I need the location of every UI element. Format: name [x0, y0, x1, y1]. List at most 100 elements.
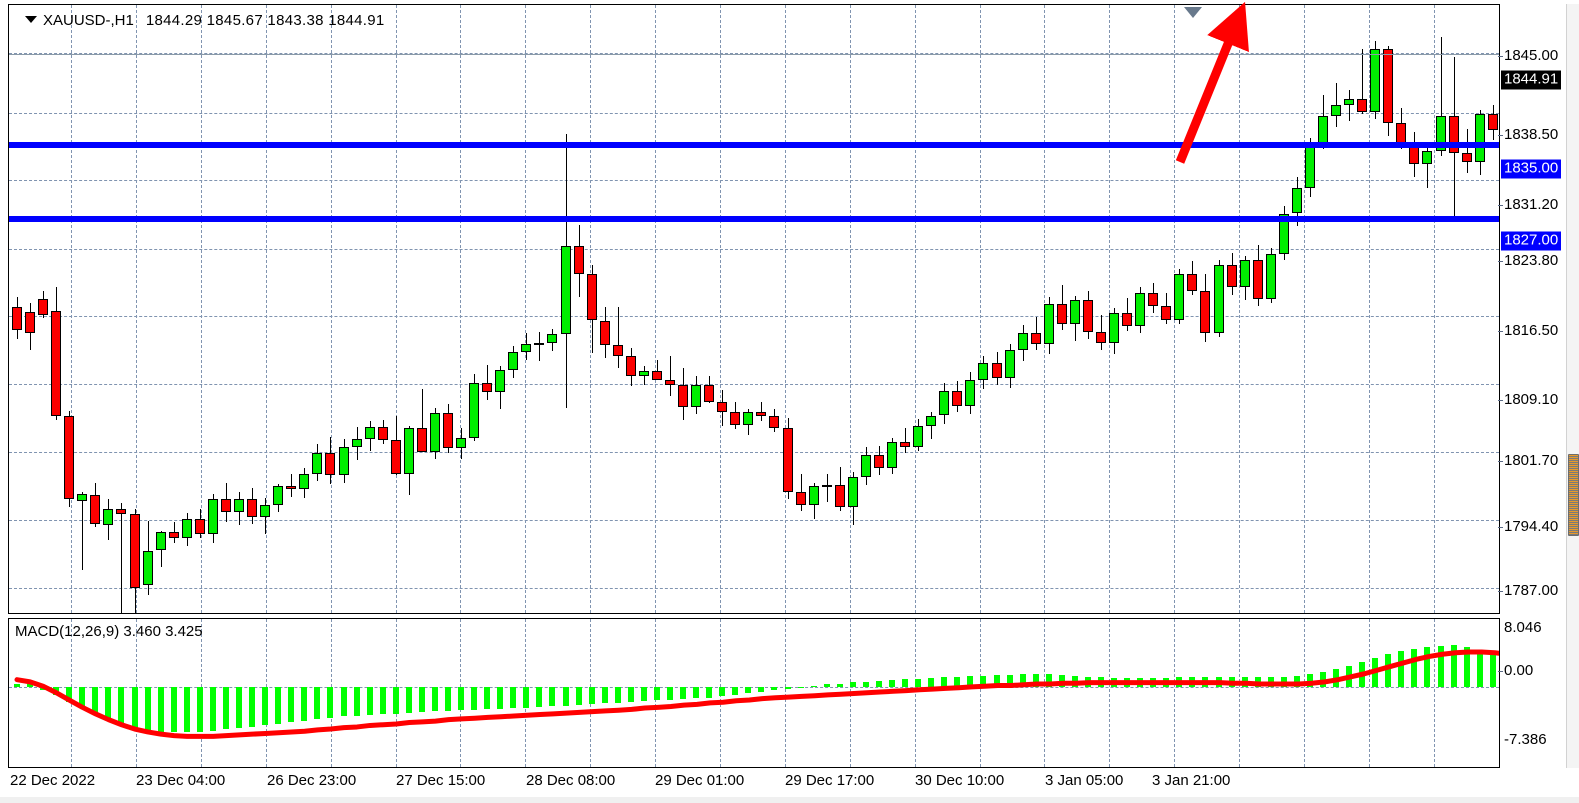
candle-body-bearish	[12, 306, 22, 330]
macd-histogram-bar	[862, 681, 869, 688]
macd-histogram-bar	[588, 687, 595, 705]
triangle-down-icon[interactable]	[25, 16, 37, 23]
macd-histogram-bar	[549, 687, 556, 707]
candle-body-bearish	[782, 428, 793, 493]
price-axis-label: 1787.00	[1497, 582, 1559, 599]
time-axis-label: 3 Jan 05:00	[1045, 772, 1124, 789]
macd-histogram-bar	[1437, 646, 1444, 688]
macd-histogram-bar	[157, 687, 164, 732]
support-resistance-line[interactable]	[9, 216, 1499, 223]
price-plot-area[interactable]	[9, 5, 1499, 613]
macd-histogram-bar	[875, 680, 882, 688]
support-resistance-line[interactable]	[9, 142, 1499, 149]
candle-body-bullish	[521, 344, 532, 352]
macd-histogram-bar	[366, 687, 373, 715]
candle-body-bullish	[1239, 259, 1250, 288]
candle-body-bearish	[1187, 274, 1198, 291]
macd-plot-area[interactable]	[9, 619, 1499, 767]
time-axis-label: 28 Dec 08:00	[526, 772, 616, 789]
candle-body-bullish	[1069, 300, 1080, 325]
macd-histogram-bar	[680, 687, 687, 699]
macd-histogram-bar	[1306, 674, 1313, 688]
macd-histogram-bar	[405, 687, 412, 713]
price-chart-panel[interactable]: XAUUSD-,H1 1844.29 1845.67 1843.38 1844.9…	[8, 4, 1500, 614]
macd-histogram-bar	[222, 687, 229, 730]
candle-body-bearish	[1056, 303, 1067, 325]
vertical-scrollbar-thumb[interactable]	[1568, 454, 1579, 536]
macd-legend: MACD(12,26,9) 3.460 3.425	[15, 623, 203, 640]
candle-body-bullish	[1474, 113, 1485, 162]
candle-body-bullish	[234, 499, 245, 513]
price-axis[interactable]: 1845.00 1844.91 1838.50 1835.00 1831.20 1827.…	[1497, 4, 1579, 614]
macd-histogram-bar	[497, 687, 504, 710]
candle-body-bullish	[926, 415, 937, 426]
macd-histogram-bar	[732, 687, 739, 695]
candle-body-bullish	[299, 473, 310, 490]
candle-body-bullish	[978, 362, 989, 380]
macd-histogram-bar	[967, 675, 974, 688]
price-axis-label: 1831.20	[1497, 196, 1559, 213]
macd-histogram-bar	[1045, 674, 1052, 688]
candle-wick	[1362, 49, 1364, 114]
macd-histogram-bar	[836, 683, 843, 688]
candle-body-bullish	[860, 455, 871, 478]
candle-body-bullish	[965, 379, 976, 407]
candle-body-bullish	[1344, 99, 1355, 105]
candle-body-bearish	[1082, 300, 1093, 332]
price-axis-label: 1809.10	[1497, 391, 1559, 408]
candle-body-bearish	[168, 531, 179, 539]
time-axis-label: 29 Dec 17:00	[785, 772, 875, 789]
macd-histogram-bar	[784, 687, 791, 689]
macd-indicator-panel[interactable]: MACD(12,26,9) 3.460 3.425	[8, 618, 1500, 768]
candle-body-bullish	[1004, 350, 1015, 378]
candle-body-bearish	[991, 362, 1002, 378]
macd-zero-line	[9, 687, 1499, 689]
macd-histogram-bar	[1032, 674, 1039, 688]
vertical-scrollbar[interactable]	[1566, 4, 1579, 768]
macd-histogram-bar	[431, 687, 438, 712]
candle-body-bearish	[286, 485, 297, 490]
price-level-tag[interactable]: 1827.00	[1501, 231, 1562, 251]
candle-body-bearish	[1122, 313, 1133, 327]
candle-wick	[487, 364, 489, 400]
candle-body-bullish	[1265, 254, 1276, 300]
candle-body-bearish	[442, 412, 453, 448]
candle-body-bullish	[638, 371, 649, 376]
macd-histogram-bar	[444, 687, 451, 711]
macd-histogram-bar	[575, 687, 582, 705]
candle-wick	[1035, 316, 1037, 350]
macd-histogram-bar	[954, 676, 961, 688]
price-axis-label: 1845.00	[1497, 47, 1559, 64]
window-bottom-strip	[0, 797, 1579, 803]
candle-body-bearish	[873, 455, 884, 469]
horizontal-gridline	[9, 315, 1499, 317]
time-axis-label: 26 Dec 23:00	[267, 772, 357, 789]
macd-histogram-bar	[693, 687, 700, 699]
time-axis[interactable]: 22 Dec 2022 23 Dec 04:00 26 Dec 23:00 27 De…	[8, 770, 1500, 798]
candle-body-bullish	[1331, 104, 1342, 116]
candle-body-bullish	[939, 390, 950, 416]
macd-axis[interactable]: 8.046 0.00 -7.386	[1497, 618, 1579, 768]
macd-histogram-bar	[14, 684, 20, 688]
macd-histogram-bar	[27, 683, 34, 688]
macd-histogram-bar	[993, 675, 1000, 688]
macd-histogram-bar	[928, 677, 935, 688]
macd-histogram-bar	[1019, 674, 1026, 688]
vertical-gridline	[1239, 5, 1240, 613]
current-price-tag[interactable]: 1844.91	[1501, 70, 1562, 90]
macd-histogram-bar	[209, 687, 216, 731]
vertical-gridline	[1109, 5, 1110, 613]
candle-body-bullish	[207, 499, 218, 535]
vertical-gridline	[71, 5, 72, 613]
candle-body-bearish	[1448, 115, 1459, 153]
candle-body-bearish	[730, 411, 741, 425]
macd-histogram-bar	[1476, 649, 1483, 688]
candle-body-bearish	[1461, 152, 1472, 162]
price-level-tag[interactable]: 1835.00	[1501, 159, 1562, 179]
macd-axis-label: 0.00	[1497, 662, 1534, 679]
price-axis-label: 1838.50	[1497, 126, 1559, 143]
candle-body-bearish	[665, 379, 675, 386]
candle-body-bearish	[769, 416, 780, 429]
macd-histogram-bar	[810, 685, 817, 688]
